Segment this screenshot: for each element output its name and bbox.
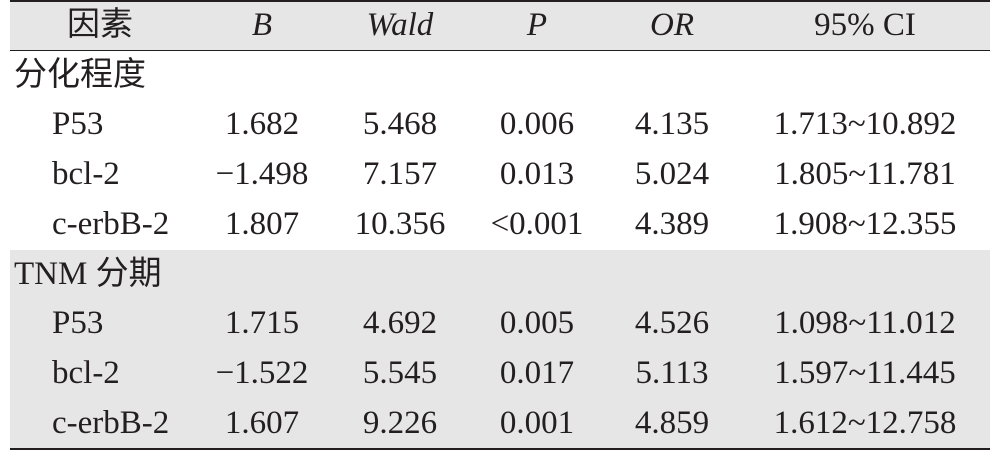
- data-cell: 5.024: [634, 156, 710, 193]
- header-background: [10, 2, 990, 50]
- data-cell: 4.526: [634, 305, 710, 342]
- section-title: TNM 分期: [14, 255, 162, 292]
- data-cell: 4.859: [634, 404, 710, 441]
- header-cell: OR: [650, 7, 694, 43]
- data-cell: 0.013: [499, 156, 575, 193]
- row-label: c-erbB-2: [52, 205, 170, 242]
- top-rule: [10, 0, 990, 2]
- data-cell: 1.597~11.445: [774, 354, 956, 391]
- data-cell: 0.005: [499, 305, 575, 342]
- data-cell: 0.006: [499, 106, 575, 143]
- data-cell: 1.713~10.892: [773, 106, 957, 143]
- header-rule: [10, 50, 990, 51]
- data-cell: 4.389: [634, 205, 710, 242]
- data-cell: 10.356: [354, 205, 446, 242]
- data-cell: 1.612~12.758: [773, 404, 957, 441]
- data-cell: −1.498: [215, 156, 309, 193]
- header-cell: P: [526, 7, 548, 43]
- data-cell: 1.807: [224, 205, 300, 242]
- data-cell: −1.522: [215, 354, 309, 391]
- data-cell: 7.157: [362, 156, 438, 193]
- data-cell: 9.226: [362, 404, 438, 441]
- bottom-rule: [10, 448, 990, 450]
- data-cell: 0.001: [499, 404, 575, 441]
- data-cell: 5.545: [362, 354, 438, 391]
- data-cell: 1.715: [224, 305, 300, 342]
- section-title: 分化程度: [14, 56, 146, 93]
- header-cell: 95% CI: [814, 7, 916, 43]
- data-cell: 1.607: [224, 404, 300, 441]
- data-cell: 4.135: [634, 106, 710, 143]
- data-cell: 1.098~11.012: [774, 305, 956, 342]
- data-cell: 1.682: [224, 106, 300, 143]
- data-cell: 1.805~11.781: [774, 156, 956, 193]
- header-cell: 因素: [67, 7, 133, 43]
- row-label: P53: [52, 305, 104, 342]
- header-cell: Wald: [366, 7, 434, 43]
- data-cell: 4.692: [362, 305, 438, 342]
- data-cell: 0.017: [499, 354, 575, 391]
- row-label: P53: [52, 106, 104, 143]
- header-cell: B: [251, 7, 273, 43]
- data-cell: <0.001: [490, 205, 584, 242]
- row-label: bcl-2: [52, 156, 120, 193]
- data-cell: 5.468: [362, 106, 438, 143]
- section-background: [10, 250, 990, 448]
- data-cell: 1.908~12.355: [773, 205, 957, 242]
- row-label: c-erbB-2: [52, 404, 170, 441]
- row-label: bcl-2: [52, 354, 120, 391]
- data-cell: 5.113: [635, 354, 709, 391]
